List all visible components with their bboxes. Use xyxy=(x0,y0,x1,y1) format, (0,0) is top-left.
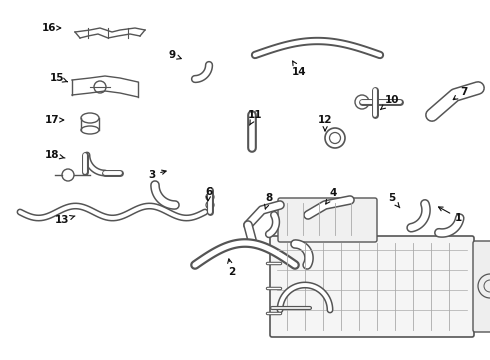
Text: 9: 9 xyxy=(168,50,181,60)
Text: 15: 15 xyxy=(50,73,68,83)
Text: 18: 18 xyxy=(45,150,65,160)
Text: 5: 5 xyxy=(388,193,400,208)
Text: 7: 7 xyxy=(453,87,467,100)
Text: 17: 17 xyxy=(45,115,64,125)
Text: 11: 11 xyxy=(248,110,263,125)
Text: 4: 4 xyxy=(326,188,338,204)
Text: 1: 1 xyxy=(439,207,462,223)
Text: 13: 13 xyxy=(55,215,75,225)
Text: 8: 8 xyxy=(265,193,272,209)
Text: 16: 16 xyxy=(42,23,61,33)
FancyBboxPatch shape xyxy=(278,198,377,242)
FancyBboxPatch shape xyxy=(270,236,474,337)
Text: 6: 6 xyxy=(205,187,212,201)
Text: 14: 14 xyxy=(292,61,307,77)
Text: 10: 10 xyxy=(381,95,399,109)
Text: 12: 12 xyxy=(318,115,333,131)
Text: 2: 2 xyxy=(228,259,235,277)
Text: 3: 3 xyxy=(148,170,166,180)
FancyBboxPatch shape xyxy=(473,241,490,332)
